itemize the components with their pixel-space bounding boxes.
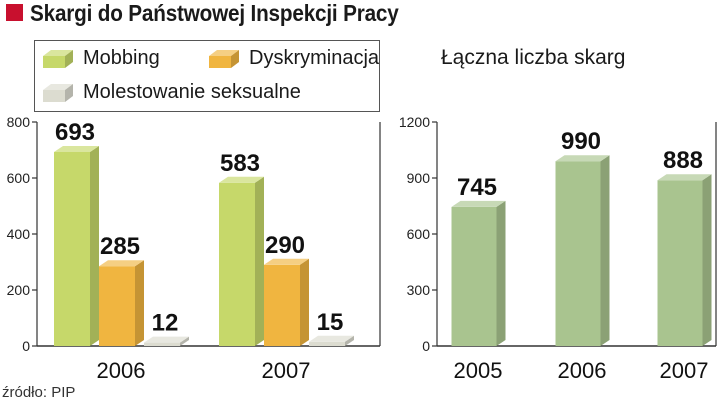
total-x-tick-label: 2005 [454, 358, 503, 383]
total-data-label: 888 [663, 147, 703, 174]
types-bar-2007-2 [309, 335, 354, 346]
total-x-tick-label: 2007 [660, 358, 709, 383]
types-bar-2006-0 [54, 145, 99, 346]
legend: Mobbing Dyskryminacja Molestowanie seksu… [34, 40, 380, 112]
types-data-label: 693 [55, 119, 95, 146]
legend-swatch-molestowanie [43, 83, 73, 102]
legend-item-molestowanie: Molestowanie seksualne [41, 81, 301, 104]
types-data-label: 583 [220, 150, 260, 177]
types-y-tick-label: 600 [7, 170, 31, 186]
total-y-tick-label: 300 [407, 282, 431, 298]
total-bar-2006-0 [555, 155, 610, 346]
types-data-label: 12 [152, 310, 179, 337]
total-x-tick-label: 2006 [558, 358, 607, 383]
total-y-tick-label: 600 [407, 226, 431, 242]
types-bar-2006-1 [99, 260, 144, 346]
legend-swatch-dyskryminacja [209, 49, 239, 68]
types-data-label: 15 [317, 309, 344, 336]
total-plot: 0 300 600 900 1200 745 2005 990 2006 888 2007 [399, 114, 717, 383]
total-bar-2005-0 [451, 200, 506, 346]
legend-label-dyskryminacja: Dyskryminacja [249, 47, 380, 69]
types-y-tick-label: 0 [22, 338, 30, 354]
legend-item-mobbing: Mobbing [41, 47, 160, 70]
legend-swatch-mobbing [43, 49, 73, 68]
total-data-label: 745 [457, 174, 497, 201]
types-y-tick-label: 800 [7, 114, 31, 130]
types-data-label: 285 [100, 233, 140, 260]
legend-label-mobbing: Mobbing [83, 47, 160, 69]
types-x-tick-label: 2006 [97, 358, 146, 383]
types-bar-2007-1 [264, 258, 309, 346]
total-data-label: 990 [561, 128, 601, 155]
total-y-tick-label: 1200 [399, 114, 430, 130]
types-y-tick-label: 200 [7, 282, 31, 298]
types-data-label: 290 [265, 232, 305, 259]
types-bar-2006-2 [144, 336, 189, 346]
types-bar-2007-0 [219, 176, 264, 346]
legend-label-molestowanie: Molestowanie seksualne [83, 81, 301, 103]
total-chart-title: Łączna liczba skarg [441, 46, 626, 69]
total-y-tick-label: 900 [407, 170, 431, 186]
types-x-tick-label: 2007 [262, 358, 311, 383]
legend-item-dyskryminacja: Dyskryminacja [207, 47, 379, 70]
types-y-tick-label: 400 [7, 226, 31, 242]
title-marker-square [6, 4, 23, 21]
total-y-tick-label: 0 [422, 338, 430, 354]
total-bar-2007-0 [657, 174, 712, 346]
chart-title: Skargi do Państwowej Inspekcji Pracy [30, 0, 399, 26]
source-note: źródło: PIP [2, 384, 76, 401]
